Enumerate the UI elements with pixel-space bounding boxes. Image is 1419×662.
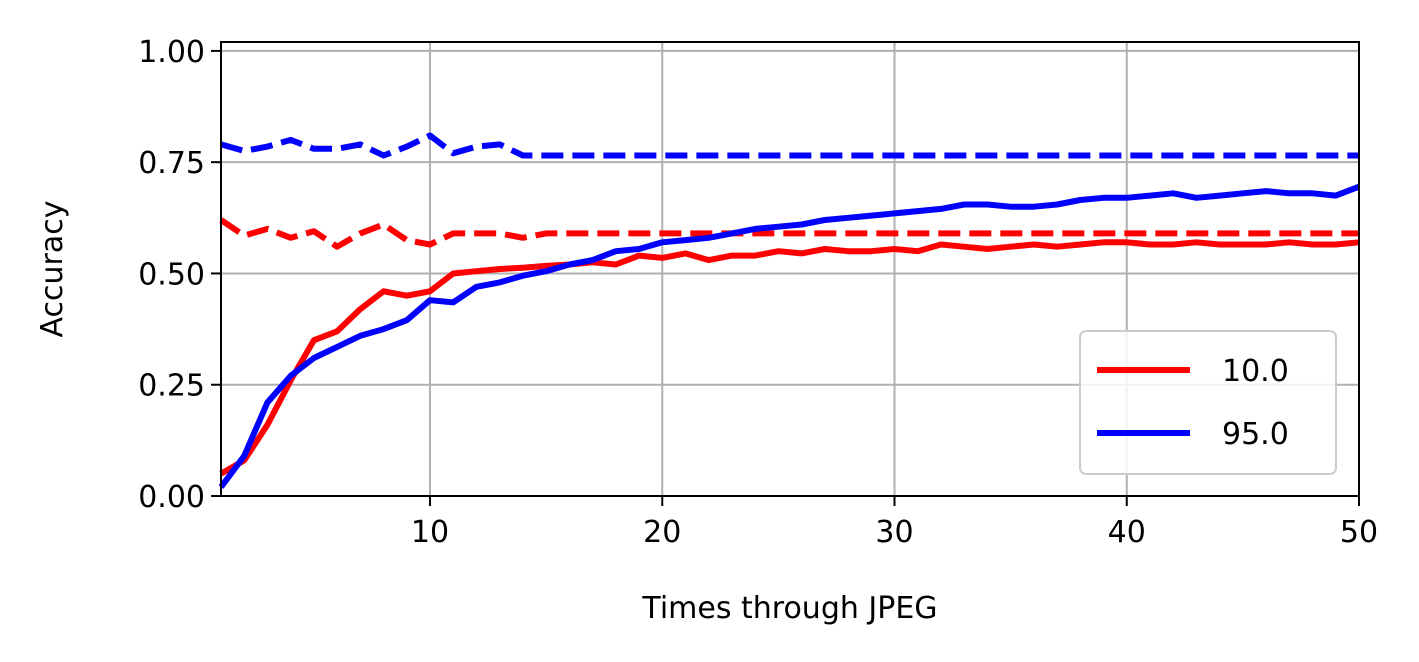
plot-frame	[220, 41, 1360, 497]
y-tick-label: 1.00	[138, 35, 205, 70]
y-tick-label: 0.25	[138, 369, 205, 404]
legend-label: 10.0	[1222, 354, 1289, 389]
axis-ticks: 10 20 30 40 50 0.00 0.25 0.50 0.75 1.00	[138, 35, 1378, 550]
series-line-dashed-red	[219, 217, 1359, 250]
x-tick-label: 40	[1108, 515, 1146, 550]
legend: 10.0 95.0	[1079, 330, 1337, 475]
y-tick-label: 0.50	[138, 257, 205, 292]
y-tick-label: 0.75	[138, 146, 205, 181]
series-layer	[218, 132, 1361, 489]
x-tick-label: 50	[1340, 515, 1378, 550]
x-axis-title: Times through JPEG	[641, 591, 937, 626]
y-axis-title: Accuracy	[35, 201, 70, 338]
series-line-dashed-blue	[220, 132, 1359, 159]
x-tick-label: 30	[875, 515, 913, 550]
legend-box	[1079, 330, 1337, 475]
x-tick-label: 20	[643, 515, 681, 550]
series-line-solid-red	[219, 239, 1360, 477]
series-line-solid-blue	[218, 183, 1361, 489]
y-tick-label: 0.00	[138, 480, 205, 515]
x-tick-label: 10	[411, 515, 449, 550]
legend-label: 95.0	[1222, 417, 1289, 452]
